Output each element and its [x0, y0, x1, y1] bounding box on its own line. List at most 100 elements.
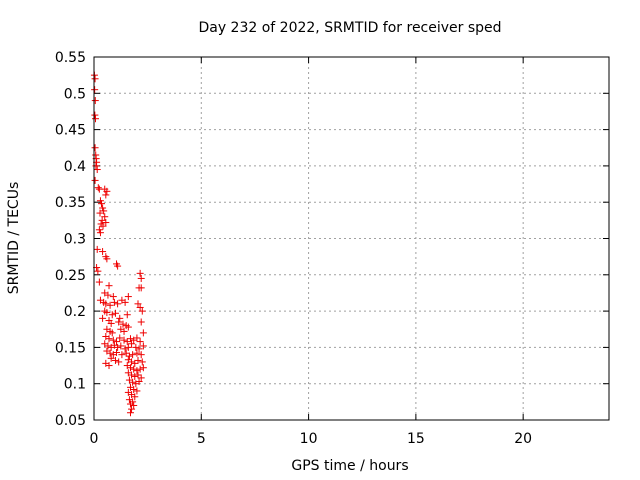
data-point	[114, 343, 122, 351]
y-tick-label: 0.4	[64, 159, 86, 175]
data-point	[121, 298, 129, 306]
data-point	[126, 364, 134, 372]
data-point	[136, 365, 144, 373]
data-point	[122, 349, 130, 357]
data-point	[115, 318, 123, 326]
data-point	[91, 144, 99, 152]
data-point	[116, 314, 124, 322]
y-tick-label: 0.15	[55, 340, 86, 356]
x-axis-label: GPS time / hours	[291, 458, 408, 474]
data-point	[131, 393, 139, 401]
data-point	[91, 86, 99, 94]
y-tick-label: 0.45	[55, 123, 86, 139]
data-point	[91, 75, 99, 83]
data-point	[107, 354, 115, 362]
data-point	[95, 278, 103, 286]
data-point	[113, 348, 121, 356]
data-point	[105, 335, 113, 343]
data-point	[139, 329, 147, 337]
data-point	[101, 213, 109, 221]
x-tick-label: 0	[90, 431, 99, 447]
data-point	[129, 378, 137, 386]
data-point	[130, 365, 138, 373]
data-point	[138, 307, 146, 315]
data-point	[130, 386, 138, 394]
x-tick-label: 5	[197, 431, 206, 447]
data-point	[114, 262, 122, 270]
x-tick-label: 15	[407, 431, 425, 447]
chart-title: Day 232 of 2022, SRMTID for receiver spe…	[198, 20, 501, 36]
data-point	[124, 293, 132, 301]
data-point	[134, 300, 142, 308]
data-point	[124, 323, 132, 331]
grid-layer	[94, 57, 609, 420]
data-point	[92, 162, 100, 170]
data-point	[105, 282, 113, 290]
x-tick-label: 10	[300, 431, 318, 447]
data-point	[128, 371, 136, 379]
data-point	[94, 267, 102, 275]
data-point	[133, 387, 141, 395]
data-point	[91, 97, 99, 105]
data-point	[93, 166, 101, 174]
data-point	[96, 209, 104, 217]
data-point	[92, 115, 100, 123]
data-point	[99, 204, 107, 212]
data-point	[136, 303, 144, 311]
data-point	[126, 400, 134, 408]
data-point	[100, 207, 108, 215]
data-point	[113, 338, 121, 346]
data-point	[119, 320, 127, 328]
data-point	[103, 309, 111, 317]
data-point	[137, 374, 145, 382]
data-point	[128, 340, 136, 348]
data-point	[130, 401, 138, 409]
data-point	[91, 111, 99, 119]
data-point	[121, 345, 129, 353]
data-point	[109, 336, 117, 344]
data-point	[108, 329, 116, 337]
data-point	[102, 191, 110, 199]
data-point	[106, 301, 114, 309]
data-point	[117, 342, 125, 350]
axis-layer: 0.05 0.1 0.15 0.2 0.25 0.3 0.35 0.4 0.45 0.5 0.55 0…	[55, 50, 609, 447]
data-point	[96, 197, 104, 205]
data-point	[137, 318, 145, 326]
data-point	[123, 311, 131, 319]
y-tick-label: 0.5	[64, 86, 86, 102]
data-point	[137, 284, 145, 292]
y-tick-label: 0.05	[55, 413, 86, 429]
data-point	[102, 300, 110, 308]
data-point	[139, 342, 147, 350]
data-point	[109, 293, 117, 301]
data-point	[98, 200, 106, 208]
data-point	[120, 327, 128, 335]
data-point	[103, 255, 111, 263]
y-tick-label: 0.55	[55, 50, 86, 66]
data-point	[135, 345, 143, 353]
data-point	[126, 409, 134, 417]
data-point	[111, 356, 119, 364]
data-point	[120, 336, 128, 344]
y-tick-label: 0.25	[55, 268, 86, 284]
data-point	[131, 359, 139, 367]
data-point	[114, 300, 122, 308]
data-point	[99, 314, 107, 322]
y-tick-label: 0.1	[64, 377, 86, 393]
data-point	[116, 334, 124, 342]
data-point	[111, 309, 119, 317]
data-point	[133, 367, 141, 375]
data-point	[110, 298, 118, 306]
data-point	[139, 364, 147, 372]
data-point	[135, 378, 143, 386]
data-point	[128, 405, 136, 413]
data-points	[90, 71, 147, 417]
data-point	[132, 343, 140, 351]
data-point	[133, 349, 141, 357]
y-tick-label: 0.35	[55, 195, 86, 211]
data-point	[124, 343, 132, 351]
plot-frame	[93, 56, 610, 421]
data-point	[123, 338, 131, 346]
data-point	[118, 351, 126, 359]
data-point	[91, 176, 99, 184]
